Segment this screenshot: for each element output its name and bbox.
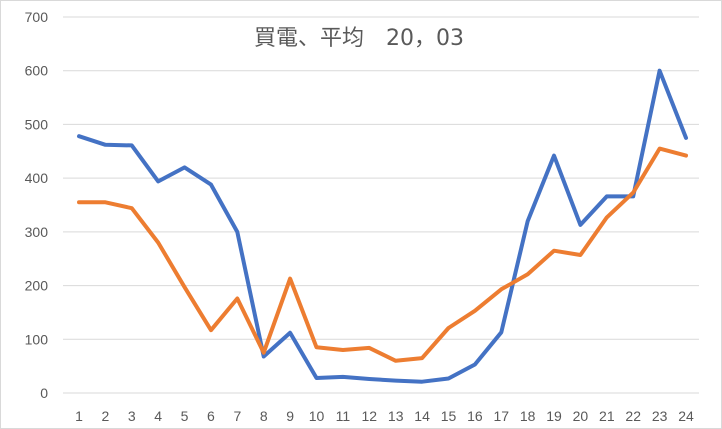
- x-tick-label: 23: [652, 408, 668, 424]
- x-tick-label: 15: [441, 408, 457, 424]
- x-tick-label: 14: [414, 408, 430, 424]
- x-tick-label: 13: [388, 408, 404, 424]
- x-tick-label: 9: [286, 408, 294, 424]
- x-tick-label: 19: [546, 408, 562, 424]
- x-tick-label: 8: [260, 408, 268, 424]
- x-tick-label: 5: [181, 408, 189, 424]
- gridlines: [63, 16, 699, 394]
- y-tick-label: 600: [25, 63, 49, 79]
- y-tick-label: 400: [25, 170, 49, 186]
- x-tick-label: 7: [233, 408, 241, 424]
- y-tick-label: 100: [25, 331, 49, 347]
- x-tick-label: 16: [467, 408, 483, 424]
- series-lines: [77, 68, 688, 384]
- chart-title: 買電、平均 20，03: [254, 26, 464, 51]
- x-tick-label: 17: [493, 408, 509, 424]
- x-tick-label: 1: [75, 408, 83, 424]
- x-tick-label: 10: [309, 408, 325, 424]
- y-tick-label: 700: [25, 9, 49, 25]
- x-tick-label: 18: [520, 408, 536, 424]
- x-tick-label: 4: [154, 408, 162, 424]
- x-axis-ticks: 1 2 3 4 5 6 7 8 9 10 11 12 13 14 15 16 17 18 19 20 21 22 23 24: [75, 408, 694, 424]
- x-tick-label: 11: [336, 408, 351, 424]
- x-tick-label: 3: [128, 408, 136, 424]
- x-tick-label: 6: [207, 408, 215, 424]
- y-tick-label: 0: [40, 385, 48, 401]
- series-line-1: [77, 68, 688, 384]
- y-tick-label: 500: [25, 116, 49, 132]
- x-tick-label: 24: [678, 408, 694, 424]
- x-tick-label: 20: [573, 408, 589, 424]
- x-tick-label: 22: [625, 408, 641, 424]
- x-tick-label: 2: [101, 408, 109, 424]
- y-tick-label: 300: [25, 224, 49, 240]
- x-tick-label: 12: [362, 408, 378, 424]
- y-tick-label: 200: [25, 278, 49, 294]
- y-axis-ticks: 0 100 200 300 400 500 600 700: [25, 9, 49, 401]
- series-line-2: [77, 146, 688, 363]
- x-tick-label: 21: [599, 408, 615, 424]
